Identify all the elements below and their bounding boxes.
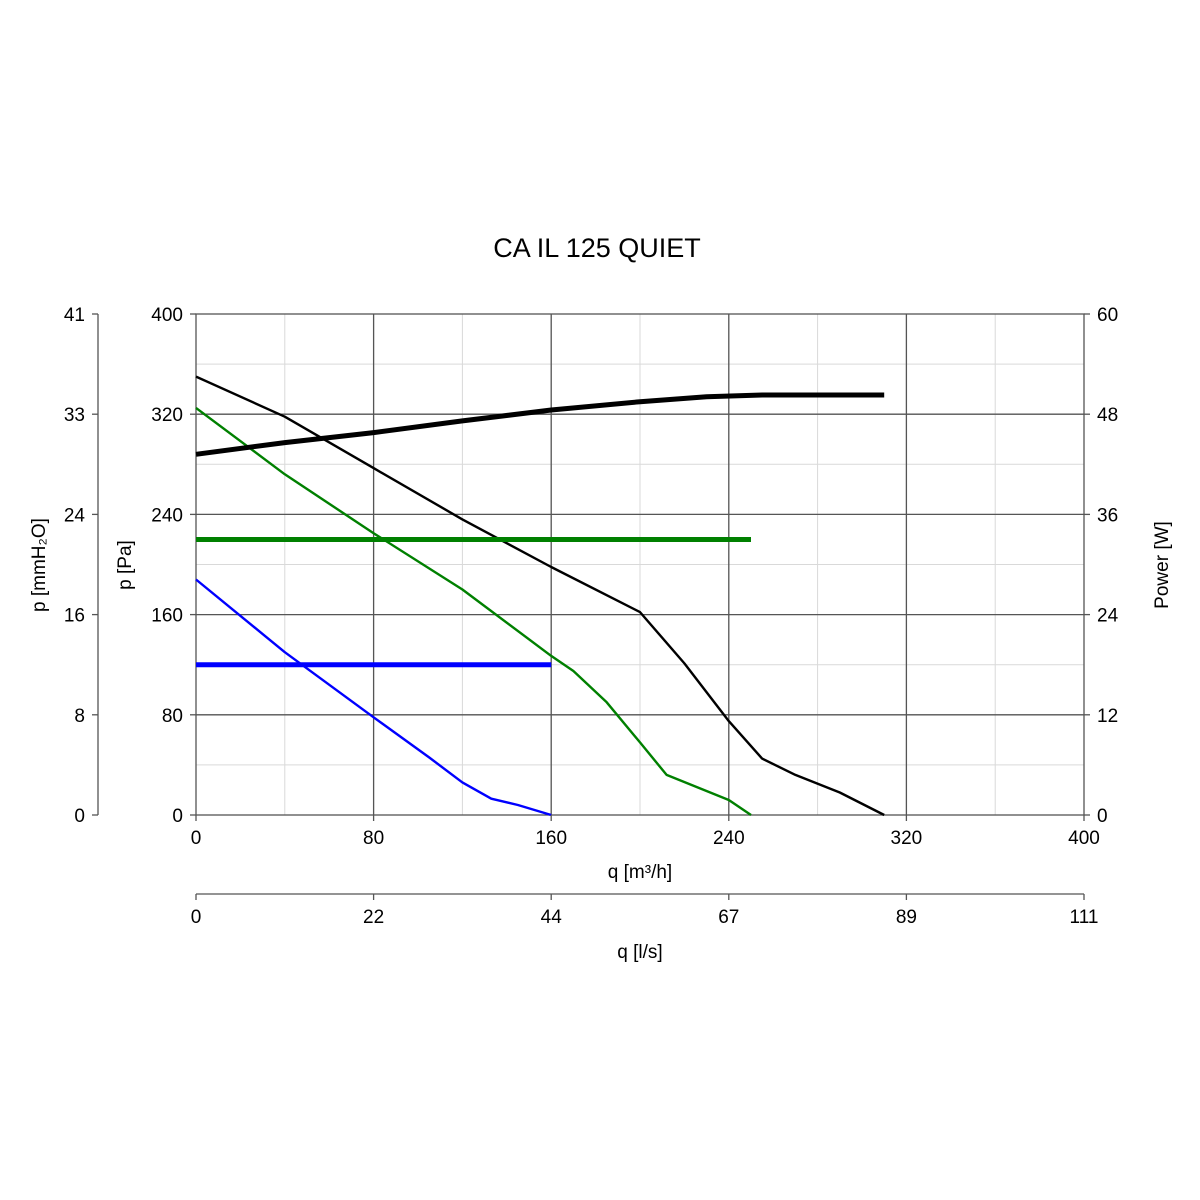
y-left-tick-label: 80 — [162, 706, 183, 727]
y-left-outer-tick-label: 8 — [74, 706, 85, 727]
pressure-curve-0 — [195, 375, 885, 817]
series-layer — [195, 375, 885, 817]
x-axis-label: q [m³/h] — [608, 862, 672, 883]
minor-gridlines — [196, 314, 1084, 815]
y-right-tick-label: 36 — [1097, 505, 1118, 526]
x2-axis-ticks: 0 22 44 67 89 111 — [191, 894, 1099, 928]
y-left-outer-tick-label: 0 — [74, 806, 85, 827]
x-tick-label: 160 — [535, 828, 567, 849]
x2-tick-label: 22 — [363, 907, 384, 928]
y-left-tick-label: 240 — [151, 505, 183, 526]
x2-tick-label: 89 — [896, 907, 917, 928]
x2-tick-label: 44 — [541, 907, 563, 928]
y-left-ticks: 0 80 160 240 320 400 — [151, 305, 196, 827]
y-left-axis-label: p [Pa] — [115, 540, 136, 590]
x-tick-label: 0 — [191, 828, 202, 849]
y-left-outer-tick-label: 16 — [64, 606, 85, 627]
y-right-axis-label: Power [W] — [1152, 521, 1173, 609]
x-axis-ticks: 0 80 160 240 320 400 — [191, 815, 1100, 849]
x2-tick-label: 0 — [191, 907, 202, 928]
x2-tick-label: 111 — [1070, 907, 1099, 928]
pressure-curve-1 — [195, 406, 752, 816]
y-left-tick-label: 400 — [151, 305, 183, 326]
x2-tick-label: 67 — [718, 907, 739, 928]
y-right-ticks: 0 12 24 36 48 60 — [1084, 305, 1119, 827]
y-left-outer-tick-label: 24 — [64, 505, 86, 526]
y-right-tick-label: 48 — [1097, 405, 1118, 426]
y-left-tick-label: 0 — [172, 806, 183, 827]
plot-frame — [195, 313, 1085, 816]
y-right-tick-label: 0 — [1097, 806, 1108, 827]
y-left-tick-label: 320 — [151, 405, 183, 426]
y-right-tick-label: 60 — [1097, 305, 1118, 326]
x-tick-label: 400 — [1068, 828, 1100, 849]
y-left-tick-label: 160 — [151, 606, 183, 627]
x2-axis-label: q [l/s] — [617, 942, 662, 963]
x-tick-label: 240 — [713, 828, 745, 849]
power-curve-3 — [195, 392, 885, 457]
plot-border — [195, 313, 1085, 816]
y-right-tick-label: 12 — [1097, 706, 1118, 727]
y-right-tick-label: 24 — [1097, 606, 1119, 627]
x-tick-label: 80 — [363, 828, 384, 849]
chart-title: CA IL 125 QUIET — [493, 233, 701, 263]
axis-lines — [97, 314, 1084, 895]
y-left-outer-tick-label: 41 — [64, 305, 85, 326]
y-left-outer-tick-label: 33 — [64, 405, 85, 426]
y-left-outer-ticks: 0 8 16 24 33 41 — [64, 305, 98, 827]
x-tick-label: 320 — [891, 828, 923, 849]
y-left-outer-axis-label: p [mmH₂O] — [29, 518, 50, 612]
